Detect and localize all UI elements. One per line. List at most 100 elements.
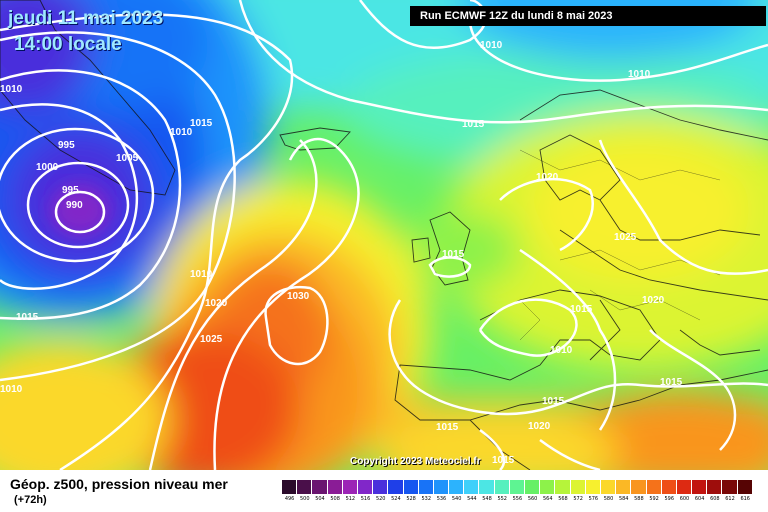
color-swatch bbox=[464, 480, 480, 494]
isobar-label: 1025 bbox=[200, 334, 223, 345]
color-scale-tick: 576 bbox=[588, 496, 599, 502]
forecast-time: 14:00 locale bbox=[14, 34, 122, 55]
color-swatch bbox=[570, 480, 586, 494]
color-scale-tick: 616 bbox=[740, 496, 750, 502]
isobar-label: 1015 bbox=[442, 249, 465, 260]
color-swatch bbox=[418, 480, 434, 494]
color-scale-tick: 572 bbox=[573, 496, 583, 502]
color-scale-tick: 580 bbox=[603, 496, 614, 502]
color-swatch bbox=[707, 480, 723, 494]
color-scale-tick: 520 bbox=[375, 496, 386, 502]
color-swatch bbox=[403, 480, 419, 494]
isobar-label: 1015 bbox=[660, 377, 683, 388]
color-scale-tick: 584 bbox=[618, 496, 629, 502]
color-swatch bbox=[297, 480, 313, 494]
isobar-label: 990 bbox=[66, 200, 83, 211]
model-run-banner: Run ECMWF 12Z du lundi 8 mai 2023 bbox=[410, 6, 766, 26]
color-scale-tick: 588 bbox=[634, 496, 644, 502]
color-swatch bbox=[327, 480, 343, 494]
isobar-label: 1005 bbox=[116, 153, 139, 164]
isobar-label: 1015 bbox=[190, 118, 213, 129]
isobar-label: 1020 bbox=[642, 295, 665, 306]
isobar-label: 1015 bbox=[570, 304, 593, 315]
color-swatch bbox=[282, 480, 298, 494]
isobar-labels: 1010 995 1000 995 990 1010 1005 1015 101… bbox=[0, 40, 683, 466]
map-title: Géop. z500, pression niveau mer bbox=[10, 476, 228, 492]
isobar-label: 1010 bbox=[0, 84, 23, 95]
color-swatch bbox=[509, 480, 525, 494]
color-scale-tick: 556 bbox=[512, 496, 523, 502]
isobar-label: 1025 bbox=[614, 232, 637, 243]
isobar-label: 995 bbox=[62, 185, 79, 196]
color-scale-tick: 496 bbox=[284, 496, 295, 502]
color-scale bbox=[282, 480, 753, 494]
copyright-notice: Copyright 2023 Meteociel.fr bbox=[350, 456, 481, 467]
color-scale-tick: 508 bbox=[330, 496, 340, 502]
isobar-label: 1000 bbox=[36, 162, 59, 173]
color-swatch bbox=[692, 480, 708, 494]
isobar-label: 1015 bbox=[16, 312, 39, 323]
isobar-label: 1010 bbox=[190, 269, 213, 280]
color-scale-tick: 512 bbox=[345, 496, 356, 502]
color-scale-ticks: 496 500 504 508 512 516 520 524 528 532 536 540 544 5… bbox=[282, 496, 753, 502]
color-swatch bbox=[585, 480, 601, 494]
color-scale-tick: 500 bbox=[300, 496, 310, 502]
color-swatch bbox=[312, 480, 328, 494]
isobar-label: 1015 bbox=[492, 455, 515, 466]
isobar-label: 995 bbox=[58, 140, 75, 151]
color-swatch bbox=[494, 480, 510, 494]
color-swatch bbox=[433, 480, 450, 494]
isobar-label: 1020 bbox=[528, 421, 551, 432]
color-swatch bbox=[373, 480, 389, 494]
color-scale-tick: 536 bbox=[436, 496, 447, 502]
color-swatch bbox=[646, 480, 662, 494]
color-swatch bbox=[388, 480, 404, 494]
color-swatch bbox=[661, 480, 677, 494]
coastlines bbox=[0, 0, 768, 470]
color-scale-tick: 548 bbox=[482, 496, 492, 502]
forecast-offset: (+72h) bbox=[14, 494, 47, 506]
color-swatch bbox=[616, 480, 632, 494]
color-swatch bbox=[449, 480, 465, 494]
color-scale-tick: 544 bbox=[467, 496, 477, 502]
color-scale-tick: 504 bbox=[315, 496, 325, 502]
color-swatch bbox=[540, 480, 556, 494]
color-scale-tick: 540 bbox=[451, 496, 462, 502]
isobar-label: 1010 bbox=[480, 40, 503, 51]
color-scale-tick: 600 bbox=[679, 496, 690, 502]
weather-map: 1010 995 1000 995 990 1010 1005 1015 101… bbox=[0, 0, 768, 470]
color-swatch bbox=[357, 480, 374, 494]
color-scale-tick: 608 bbox=[710, 496, 720, 502]
footer: Géop. z500, pression niveau mer (+72h) 4… bbox=[0, 470, 768, 512]
isobar-label: 1015 bbox=[462, 119, 485, 130]
color-scale-tick: 528 bbox=[406, 496, 416, 502]
color-scale-tick: 560 bbox=[527, 496, 538, 502]
color-swatch bbox=[722, 480, 738, 494]
color-swatch bbox=[600, 480, 617, 494]
geopotential-field: 1010 995 1000 995 990 1010 1005 1015 101… bbox=[0, 0, 768, 470]
color-scale-tick: 564 bbox=[543, 496, 553, 502]
isobar-label: 1010 bbox=[0, 384, 23, 395]
color-scale-tick: 596 bbox=[664, 496, 675, 502]
isobar-label: 1015 bbox=[542, 396, 565, 407]
isobar-label: 1020 bbox=[205, 298, 228, 309]
isobar-lines bbox=[0, 0, 768, 470]
isobar-label: 1030 bbox=[287, 291, 310, 302]
forecast-date: jeudi 11 mai 2023 bbox=[8, 8, 164, 29]
color-swatch bbox=[737, 480, 753, 494]
color-scale-tick: 568 bbox=[558, 496, 568, 502]
isobar-label: 1010 bbox=[628, 69, 651, 80]
color-scale-tick: 592 bbox=[649, 496, 659, 502]
color-swatch bbox=[676, 480, 693, 494]
color-scale-tick: 516 bbox=[360, 496, 371, 502]
isobar-label: 1015 bbox=[436, 422, 459, 433]
color-scale-tick: 532 bbox=[421, 496, 432, 502]
isobar-label: 1020 bbox=[536, 172, 559, 183]
color-scale-tick: 604 bbox=[694, 496, 705, 502]
isobar-label: 1010 bbox=[170, 127, 193, 138]
color-scale-tick: 552 bbox=[497, 496, 507, 502]
color-swatch bbox=[631, 480, 647, 494]
color-scale-tick: 612 bbox=[725, 496, 735, 502]
color-scale-tick: 524 bbox=[391, 496, 401, 502]
